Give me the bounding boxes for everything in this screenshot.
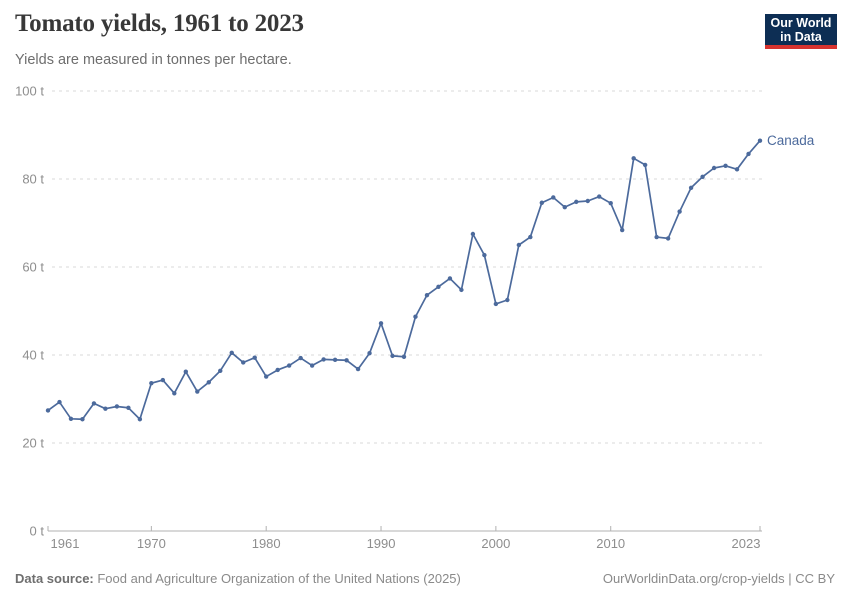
data-point-marker xyxy=(218,368,223,374)
data-point-marker xyxy=(149,380,154,386)
owid-logo-line2: in Data xyxy=(780,29,822,44)
data-point-marker xyxy=(654,234,659,240)
data-point-marker xyxy=(309,363,315,368)
data-point-marker xyxy=(298,355,303,361)
data-point-marker xyxy=(229,350,234,355)
data-point-marker xyxy=(642,162,648,168)
data-point-marker xyxy=(137,417,143,422)
data-point-marker xyxy=(45,408,51,413)
data-point-marker xyxy=(470,231,476,237)
data-point-marker xyxy=(746,151,751,157)
data-point-marker xyxy=(114,404,120,409)
data-point-marker xyxy=(482,252,487,258)
data-point-marker xyxy=(562,204,567,210)
x-tick-label: 1961 xyxy=(51,536,80,551)
chart-subtitle: Yields are measured in tonnes per hectar… xyxy=(15,52,292,68)
x-tick-label: 1980 xyxy=(252,536,281,551)
data-point-marker xyxy=(321,357,326,362)
data-point-marker xyxy=(665,236,671,241)
y-tick-label: 80 t xyxy=(22,172,44,187)
data-point-marker xyxy=(126,405,131,410)
chart-title: Tomato yields, 1961 to 2023 xyxy=(15,10,304,37)
data-point-marker xyxy=(252,355,257,360)
data-point-marker xyxy=(80,417,85,422)
data-point-marker xyxy=(68,416,74,421)
data-point-marker xyxy=(688,185,694,190)
y-tick-label: 100 t xyxy=(15,84,44,99)
data-point-marker xyxy=(574,199,579,205)
data-point-marker xyxy=(378,321,384,326)
data-point-marker xyxy=(413,314,418,319)
data-point-marker xyxy=(505,297,510,303)
y-tick-label: 0 t xyxy=(30,524,45,539)
data-source-text: Food and Agriculture Organization of the… xyxy=(93,571,461,586)
footer-citation-link[interactable]: OurWorldinData.org/crop-yields | CC BY xyxy=(602,571,835,586)
data-point-marker xyxy=(286,363,292,368)
x-tick-label: 2023 xyxy=(732,536,761,551)
data-point-marker xyxy=(539,200,545,205)
data-point-marker xyxy=(355,366,361,372)
data-point-marker xyxy=(631,156,636,161)
data-point-marker xyxy=(608,201,613,206)
data-point-marker xyxy=(91,401,97,406)
x-tick-label: 1970 xyxy=(137,536,166,551)
data-source-label: Data source: xyxy=(15,571,94,586)
data-point-marker xyxy=(447,276,453,281)
data-point-marker xyxy=(459,287,464,293)
chart-footer: Data source: Food and Agriculture Organi… xyxy=(15,571,835,586)
data-point-marker xyxy=(757,138,763,143)
data-source: Data source: Food and Agriculture Organi… xyxy=(15,571,461,586)
data-point-marker xyxy=(723,163,728,168)
data-point-marker xyxy=(57,399,62,405)
data-point-marker xyxy=(424,292,430,298)
data-point-marker xyxy=(597,194,602,199)
data-point-marker xyxy=(436,284,441,289)
data-point-marker xyxy=(183,369,189,374)
y-tick-label: 60 t xyxy=(22,260,44,275)
x-tick-label: 1990 xyxy=(367,536,396,551)
owid-logo[interactable]: Our World in Data xyxy=(765,14,837,49)
data-point-marker xyxy=(103,406,108,411)
data-point-marker xyxy=(734,167,740,172)
data-point-marker xyxy=(344,358,349,363)
x-tick-label: 2000 xyxy=(481,536,510,551)
data-point-marker xyxy=(160,377,166,383)
data-point-marker xyxy=(390,353,395,359)
series-end-label[interactable]: Canada xyxy=(767,133,815,148)
y-tick-label: 40 t xyxy=(22,348,44,363)
data-point-marker xyxy=(700,174,705,179)
data-point-marker xyxy=(619,227,625,233)
data-point-marker xyxy=(206,380,211,385)
data-point-marker xyxy=(195,389,200,394)
y-tick-label: 20 t xyxy=(22,436,44,451)
data-point-marker xyxy=(677,209,682,214)
data-point-marker xyxy=(275,367,280,373)
data-point-marker xyxy=(367,351,372,356)
data-point-marker xyxy=(493,301,499,307)
data-point-marker xyxy=(332,357,338,363)
data-point-marker xyxy=(241,360,246,365)
data-point-marker xyxy=(516,242,522,248)
data-point-marker xyxy=(528,234,533,240)
series-line xyxy=(47,139,761,421)
data-point-marker xyxy=(263,374,269,379)
x-tick-label: 2010 xyxy=(596,536,625,551)
data-point-marker xyxy=(172,391,177,396)
owid-logo-line1: Our World xyxy=(770,15,832,30)
data-point-marker xyxy=(711,165,717,171)
data-point-marker xyxy=(551,195,556,200)
data-point-marker xyxy=(585,198,590,204)
data-point-marker xyxy=(401,354,407,359)
